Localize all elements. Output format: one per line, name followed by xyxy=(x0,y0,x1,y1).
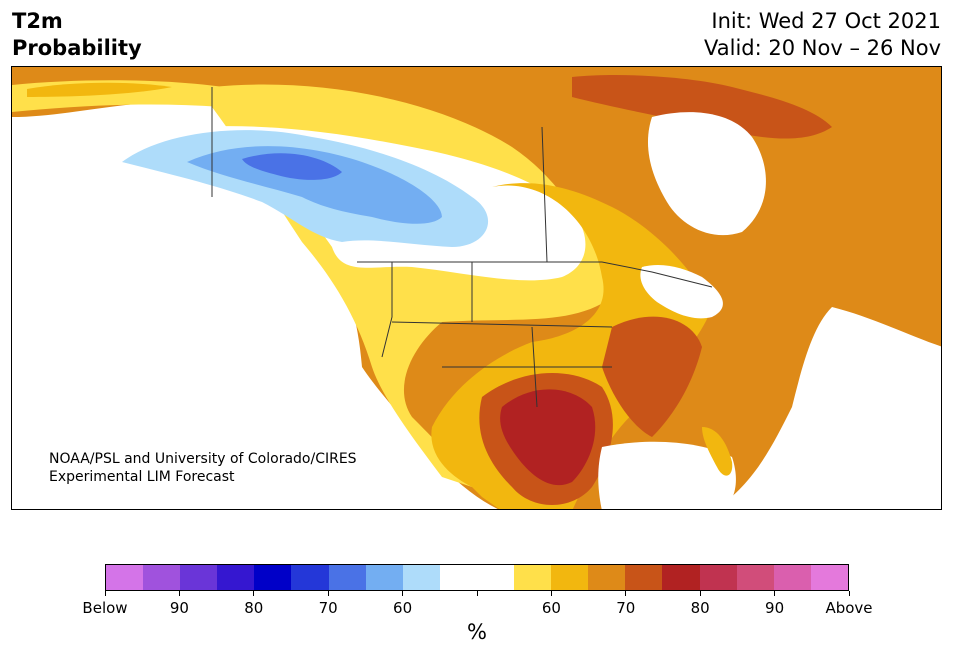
colorbar-tick xyxy=(327,591,329,596)
init-date: Init: Wed 27 Oct 2021 xyxy=(711,9,941,33)
credit-line-1: NOAA/PSL and University of Colorado/CIRE… xyxy=(49,451,357,467)
colorbar-tick xyxy=(848,591,850,596)
colorbar-tick xyxy=(699,591,701,596)
colorbar-segment xyxy=(476,565,515,590)
forecast-dates: Init: Wed 27 Oct 2021 Valid: 20 Nov – 26… xyxy=(704,8,941,62)
chart-title: T2m Probability xyxy=(12,8,142,62)
product-label: Probability xyxy=(12,36,142,60)
unit-label: % xyxy=(467,620,487,644)
ocean-west xyxy=(12,101,498,509)
colorbar-segment xyxy=(662,565,700,590)
colorbar-tick xyxy=(104,591,106,596)
colorbar-tick xyxy=(774,591,776,596)
colorbar-segment xyxy=(810,565,848,590)
above-60-north-strip xyxy=(27,82,172,97)
colorbar-tick-label: 70 xyxy=(616,599,636,617)
above-80-northeast xyxy=(572,75,832,139)
forecast-map xyxy=(11,66,942,510)
colorbar-segment xyxy=(106,565,144,590)
variable-label: T2m xyxy=(12,9,63,33)
credit-line-2: Experimental LIM Forecast xyxy=(49,469,235,485)
colorbar-tick xyxy=(550,591,552,596)
florida xyxy=(702,427,733,476)
colorbar-tick xyxy=(476,591,478,596)
colorbar-tick xyxy=(253,591,255,596)
valid-range: Valid: 20 Nov – 26 Nov xyxy=(704,36,941,60)
colorbar-tick-label: 90 xyxy=(765,599,785,617)
colorbar-tick-label: 80 xyxy=(690,599,710,617)
map-svg xyxy=(12,67,941,509)
colorbar-segment xyxy=(328,565,366,590)
colorbar-segment xyxy=(402,565,440,590)
colorbar-tick-label: 60 xyxy=(541,599,561,617)
above-90-south xyxy=(500,389,596,486)
colorbar-tick-label: Below xyxy=(82,599,128,617)
probability-colorbar xyxy=(105,564,849,591)
colorbar-segment xyxy=(773,565,811,590)
colorbar-tick xyxy=(625,591,627,596)
colorbar-tick-label: Above xyxy=(825,599,873,617)
colorbar-segment xyxy=(588,565,626,590)
colorbar-segment xyxy=(254,565,292,590)
colorbar-segment xyxy=(180,565,218,590)
colorbar-segment xyxy=(365,565,403,590)
colorbar-segment xyxy=(439,565,477,590)
colorbar-segment xyxy=(551,565,589,590)
colorbar-segment xyxy=(625,565,663,590)
credit-text: NOAA/PSL and University of Colorado/CIRE… xyxy=(49,450,357,486)
colorbar-segment xyxy=(291,565,329,590)
hudson-bay xyxy=(647,112,766,236)
colorbar-segment xyxy=(736,565,774,590)
colorbar-tick xyxy=(402,591,404,596)
colorbar-tick-label: 60 xyxy=(393,599,413,617)
above-80-east xyxy=(602,316,702,437)
colorbar-segment xyxy=(514,565,552,590)
below-70-region xyxy=(242,153,342,180)
colorbar-tick-label: 70 xyxy=(318,599,338,617)
colorbar-segment xyxy=(143,565,181,590)
great-lakes xyxy=(640,265,723,319)
borders xyxy=(211,87,713,408)
colorbar-segment xyxy=(217,565,255,590)
colorbar-tick xyxy=(178,591,180,596)
gulf-of-mexico xyxy=(598,441,736,509)
ocean-east xyxy=(715,307,941,509)
colorbar-tick-label: 80 xyxy=(244,599,264,617)
colorbar-tick-label: 90 xyxy=(169,599,189,617)
colorbar-segment xyxy=(699,565,737,590)
